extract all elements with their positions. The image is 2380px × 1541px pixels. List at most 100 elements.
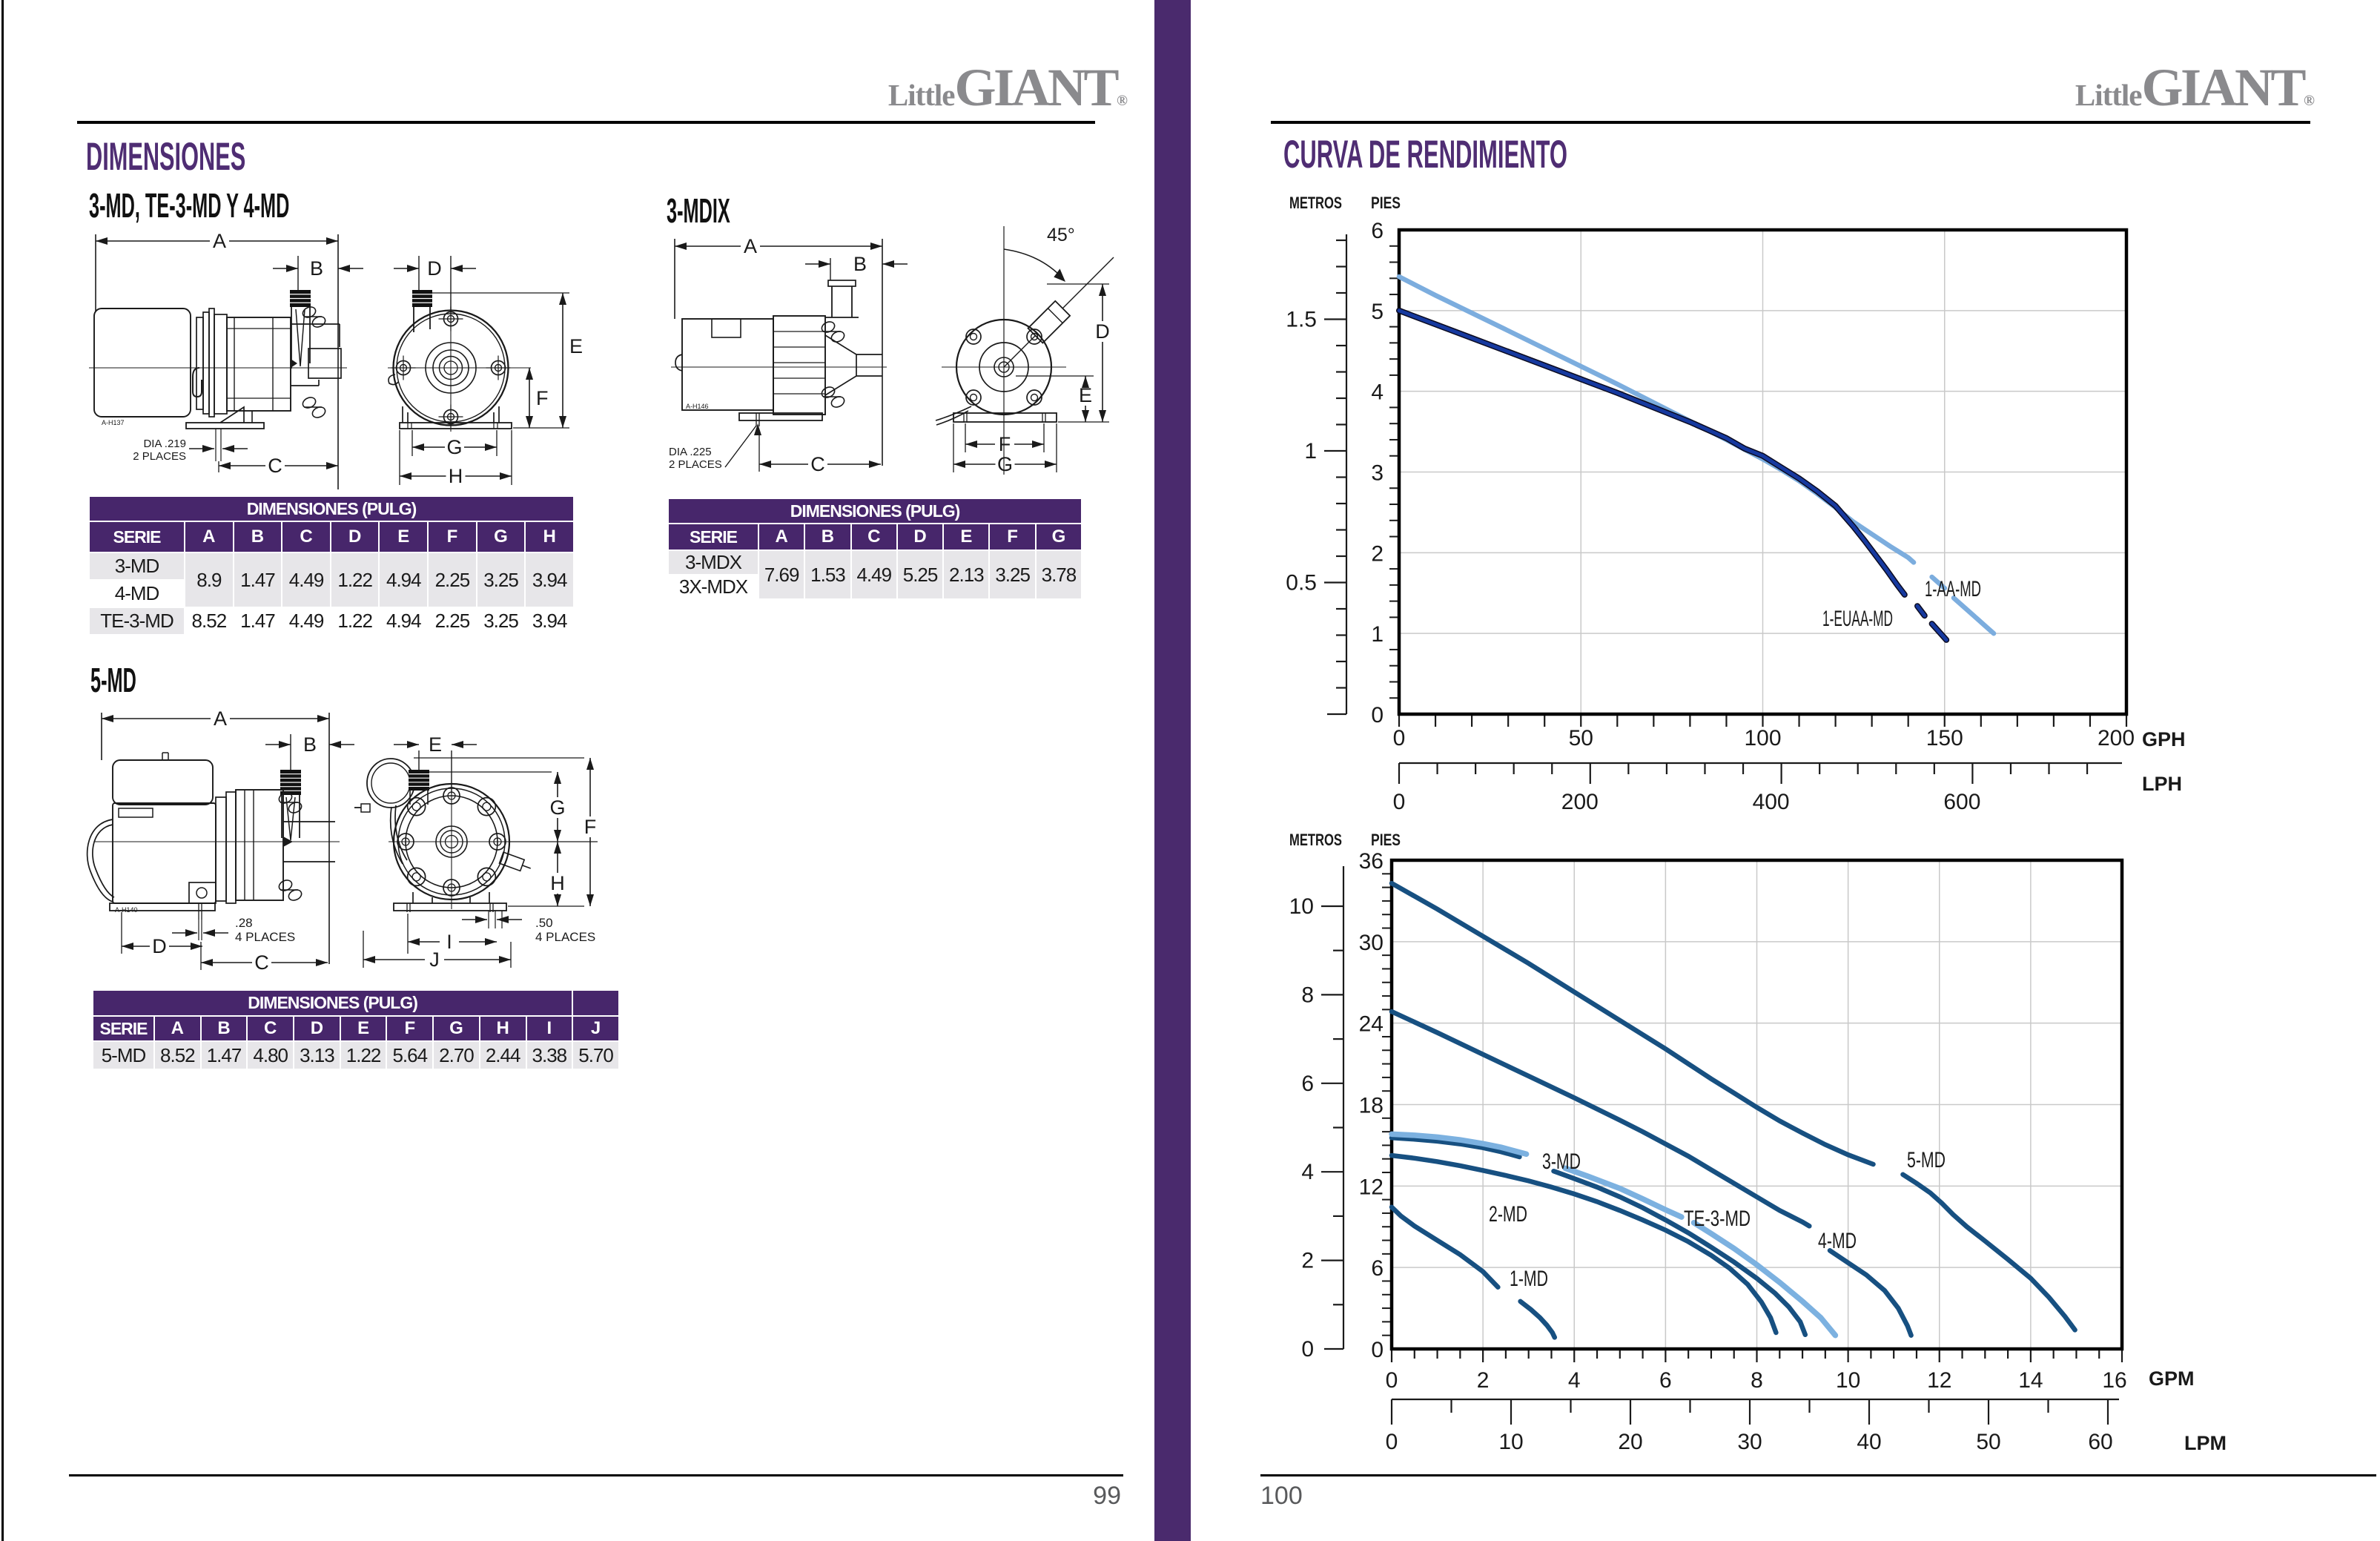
svg-text:0: 0 [1371,1338,1384,1362]
svg-text:G: G [997,453,1013,475]
svg-text:F: F [536,387,549,409]
svg-text:2: 2 [1371,541,1384,566]
svg-text:2-MD: 2-MD [1489,1202,1527,1227]
svg-text:150: 150 [1926,726,1963,750]
svg-text:6: 6 [1371,1256,1384,1281]
svg-text:45°: 45° [1047,225,1075,245]
svg-text:0: 0 [1371,703,1384,727]
svg-text:16: 16 [2102,1368,2126,1393]
svg-text:2: 2 [1477,1368,1490,1393]
svg-text:200: 200 [2098,726,2135,750]
svg-text:A-H140: A-H140 [115,906,138,914]
svg-text:6: 6 [1659,1368,1672,1393]
svg-text:50: 50 [1569,726,1593,750]
svg-text:PIES: PIES [1371,831,1401,849]
svg-text:D: D [152,935,167,957]
svg-text:10: 10 [1498,1430,1523,1454]
svg-text:30: 30 [1359,931,1384,955]
svg-text:0: 0 [1301,1337,1314,1362]
svg-text:J: J [429,948,440,971]
svg-text:14: 14 [2018,1368,2043,1393]
svg-text:A: A [213,230,226,252]
svg-text:10: 10 [1836,1368,1860,1393]
svg-text:60: 60 [2088,1430,2112,1454]
svg-text:E: E [569,335,583,357]
svg-text:5: 5 [1371,300,1384,324]
svg-text:6: 6 [1371,219,1384,243]
svg-text:0.5: 0.5 [1286,571,1317,595]
svg-text:GPH: GPH [2142,728,2186,750]
svg-text:1-EUAA-MD: 1-EUAA-MD [1822,607,1893,631]
svg-text:2 PLACES: 2 PLACES [133,450,186,463]
svg-text:0: 0 [1386,1368,1398,1393]
svg-text:200: 200 [1561,790,1599,814]
svg-text:F: F [584,816,597,838]
svg-text:I: I [446,931,452,953]
svg-text:1: 1 [1371,622,1384,647]
svg-text:GPM: GPM [2149,1367,2195,1390]
svg-text:G: G [446,436,462,458]
svg-text:10: 10 [1289,894,1314,919]
svg-text:0: 0 [1393,726,1406,750]
svg-text:1-AA-MD: 1-AA-MD [1925,577,1981,601]
svg-text:LPH: LPH [2142,773,2182,795]
svg-text:8: 8 [1751,1368,1763,1393]
svg-text:D: D [427,257,442,280]
svg-text:1.5: 1.5 [1286,308,1317,332]
svg-text:C: C [810,453,825,475]
svg-text:6: 6 [1301,1072,1314,1096]
svg-text:TE-3-MD: TE-3-MD [1684,1207,1751,1231]
svg-text:8: 8 [1301,983,1314,1007]
svg-text:PIES: PIES [1371,194,1401,212]
svg-text:50: 50 [1976,1430,2000,1454]
svg-text:3: 3 [1371,461,1384,486]
svg-text:METROS: METROS [1289,194,1342,212]
svg-text:12: 12 [1359,1175,1384,1199]
svg-text:LPM: LPM [2184,1432,2227,1454]
svg-text:A: A [744,235,757,257]
svg-text:4-MD: 4-MD [1818,1229,1857,1253]
svg-text:30: 30 [1737,1430,1762,1454]
svg-text:E: E [1079,384,1092,406]
svg-text:.50: .50 [535,916,553,930]
svg-text:400: 400 [1753,790,1790,814]
svg-text:5-MD: 5-MD [1907,1148,1946,1172]
svg-text:B: B [303,733,317,756]
svg-text:DIA .225: DIA .225 [669,446,712,458]
svg-text:0: 0 [1386,1430,1398,1454]
svg-text:A: A [214,708,227,730]
svg-text:4: 4 [1371,380,1384,405]
svg-text:H: H [449,465,463,487]
svg-text:18: 18 [1359,1094,1384,1118]
svg-text:20: 20 [1618,1430,1642,1454]
svg-text:DIA .219: DIA .219 [143,438,186,450]
svg-text:600: 600 [1943,790,1980,814]
svg-text:.28: .28 [235,916,253,930]
svg-text:1-MD: 1-MD [1510,1267,1548,1291]
svg-text:4: 4 [1301,1160,1314,1184]
svg-text:4 PLACES: 4 PLACES [235,930,295,944]
svg-text:B: B [310,257,323,280]
svg-text:C: C [268,455,282,477]
svg-text:1: 1 [1304,439,1317,463]
svg-text:METROS: METROS [1289,831,1342,849]
svg-text:100: 100 [1744,726,1781,750]
svg-text:B: B [853,253,867,275]
svg-text:A-H146: A-H146 [686,403,709,410]
svg-text:4: 4 [1568,1368,1581,1393]
svg-text:2 PLACES: 2 PLACES [669,458,722,471]
svg-text:24: 24 [1359,1012,1384,1037]
svg-text:C: C [254,951,269,974]
svg-text:0: 0 [1393,790,1406,814]
svg-text:36: 36 [1359,849,1384,874]
svg-text:F: F [999,433,1011,455]
svg-text:D: D [1095,320,1110,343]
svg-text:H: H [550,872,565,894]
svg-text:2: 2 [1301,1249,1314,1273]
svg-text:4 PLACES: 4 PLACES [535,930,595,944]
svg-text:A-H137: A-H137 [102,419,125,426]
svg-text:G: G [549,796,565,819]
svg-text:12: 12 [1927,1368,1951,1393]
svg-text:E: E [429,733,442,756]
svg-text:40: 40 [1857,1430,1881,1454]
